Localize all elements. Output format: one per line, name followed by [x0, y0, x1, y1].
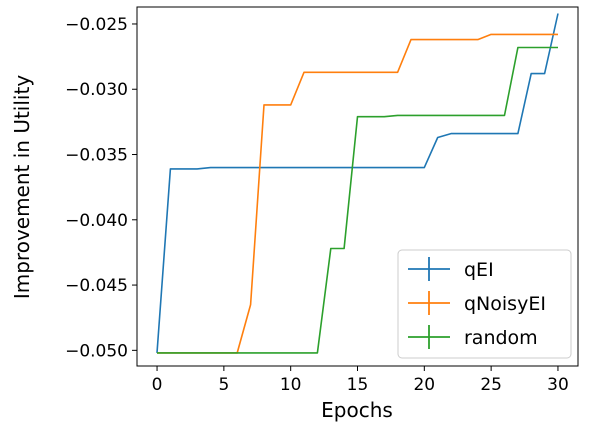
x-tick-label: 30	[547, 375, 569, 395]
x-tick-label: 25	[480, 375, 502, 395]
legend-label: random	[464, 327, 538, 349]
series-line-qEI	[156, 13, 559, 353]
legend-label: qEI	[464, 259, 494, 281]
legend-entry-qEI: qEI	[408, 257, 494, 281]
x-axis-label: Epochs	[321, 398, 393, 422]
legend-entry-random: random	[408, 325, 538, 349]
series-layer	[156, 13, 559, 354]
x-tick-label: 0	[152, 375, 163, 395]
x-tick-label: 15	[347, 375, 369, 395]
y-axis: −0.050 −0.045 −0.040 −0.035 −0.030 −0.025	[65, 15, 137, 361]
y-axis-label: Improvement in Utility	[10, 75, 34, 299]
legend: qEI qNoisyEI random	[397, 249, 572, 359]
y-tick-label: −0.035	[65, 146, 128, 166]
series-line-random	[157, 46, 558, 354]
y-tick-label: −0.050	[65, 341, 128, 361]
y-tick-label: −0.040	[65, 211, 128, 231]
legend-entry-qNoisyEI: qNoisyEI	[408, 291, 546, 315]
x-tick-label: 10	[280, 375, 302, 395]
y-tick-label: −0.025	[65, 15, 128, 35]
legend-label: qNoisyEI	[464, 293, 546, 315]
x-tick-label: 20	[413, 375, 435, 395]
x-axis: 0 5 10 15 20 25 30	[152, 366, 569, 395]
legend-box	[397, 249, 572, 359]
x-tick-label: 5	[218, 375, 229, 395]
y-tick-label: −0.045	[65, 276, 128, 296]
y-tick-label: −0.030	[65, 80, 128, 100]
